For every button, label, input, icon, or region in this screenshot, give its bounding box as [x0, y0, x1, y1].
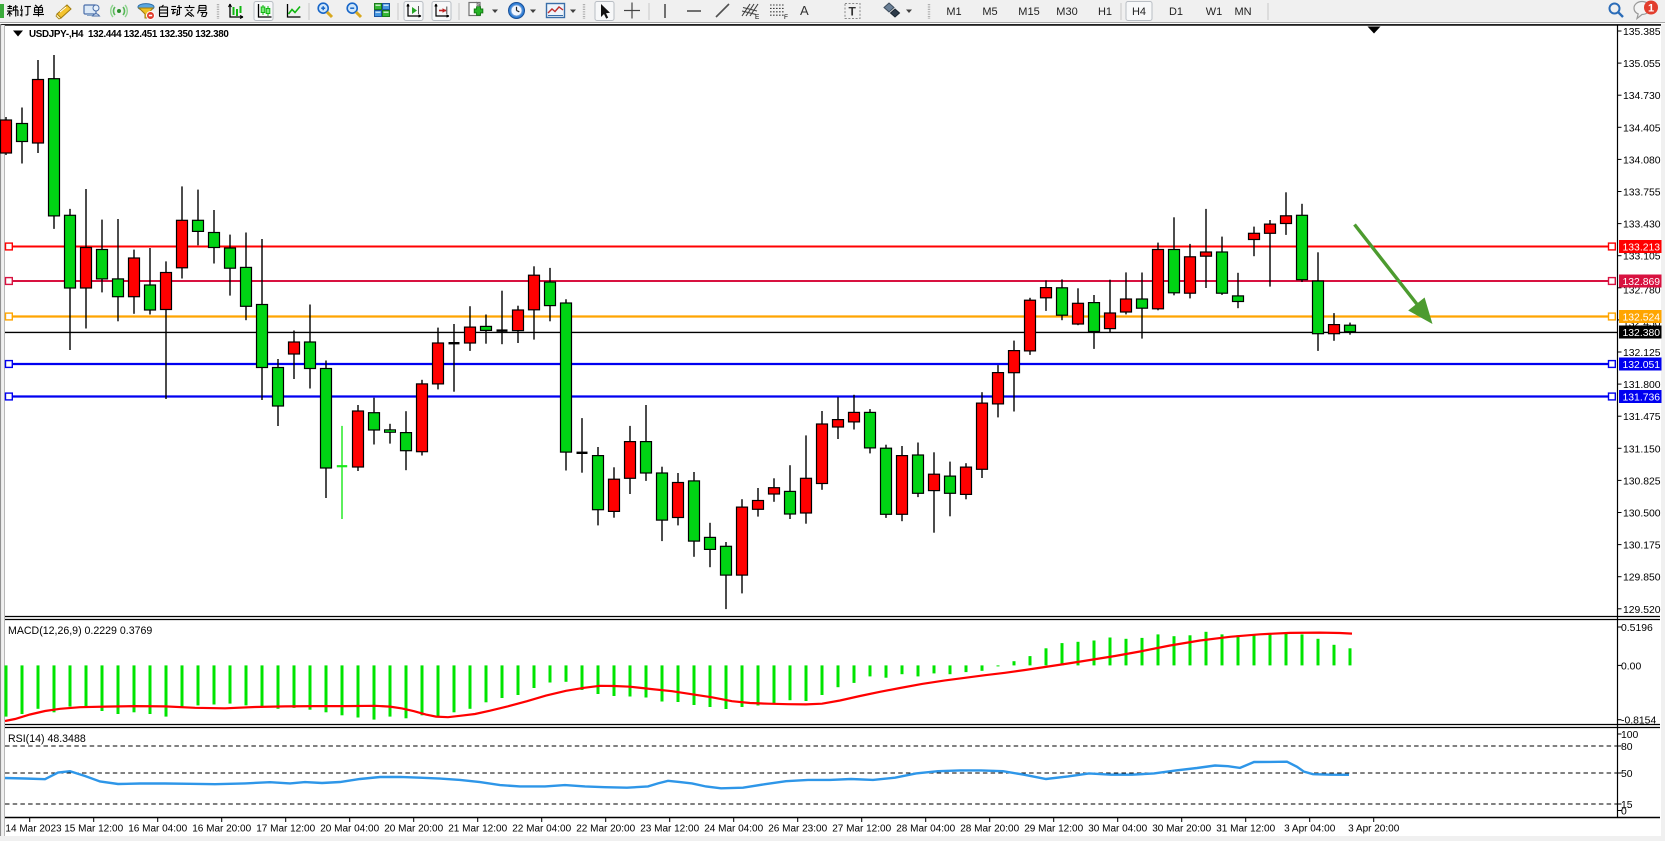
- svg-text:15 Mar 12:00: 15 Mar 12:00: [64, 824, 123, 835]
- svg-text:133.755: 133.755: [1623, 188, 1661, 199]
- svg-text:0.5196: 0.5196: [1621, 623, 1653, 634]
- svg-text:80: 80: [1621, 742, 1633, 753]
- svg-text:132.380: 132.380: [1623, 328, 1661, 339]
- svg-text:135.385: 135.385: [1623, 27, 1661, 38]
- svg-text:132.125: 132.125: [1623, 348, 1661, 359]
- svg-text:28 Mar 20:00: 28 Mar 20:00: [960, 824, 1019, 835]
- svg-text:130.175: 130.175: [1623, 541, 1661, 552]
- svg-text:0.00: 0.00: [1621, 661, 1641, 672]
- svg-text:132.524: 132.524: [1623, 313, 1661, 324]
- svg-text:A: A: [800, 3, 809, 18]
- svg-text:M5: M5: [982, 6, 997, 18]
- svg-text:F: F: [784, 14, 788, 21]
- svg-text:133.430: 133.430: [1623, 220, 1661, 231]
- svg-text:0: 0: [1621, 807, 1627, 818]
- svg-text:-0.8154: -0.8154: [1621, 716, 1656, 727]
- svg-text:100: 100: [1621, 730, 1639, 741]
- svg-text:131.475: 131.475: [1623, 412, 1661, 423]
- svg-text:30 Mar 04:00: 30 Mar 04:00: [1088, 824, 1147, 835]
- svg-text:22 Mar 04:00: 22 Mar 04:00: [512, 824, 571, 835]
- svg-text:27 Mar 12:00: 27 Mar 12:00: [832, 824, 891, 835]
- svg-text:21 Mar 12:00: 21 Mar 12:00: [448, 824, 507, 835]
- svg-text:24 Mar 04:00: 24 Mar 04:00: [704, 824, 763, 835]
- svg-text:17 Mar 12:00: 17 Mar 12:00: [256, 824, 315, 835]
- svg-text:131.800: 131.800: [1623, 380, 1661, 391]
- svg-text:E: E: [755, 14, 760, 21]
- svg-text:133.213: 133.213: [1623, 243, 1661, 254]
- svg-text:M15: M15: [1018, 6, 1039, 18]
- svg-text:28 Mar 04:00: 28 Mar 04:00: [896, 824, 955, 835]
- svg-text:129.850: 129.850: [1623, 573, 1661, 584]
- svg-text:T: T: [849, 5, 857, 19]
- svg-text:131.736: 131.736: [1623, 393, 1661, 404]
- svg-text:RSI(14) 48.3488: RSI(14) 48.3488: [8, 733, 86, 745]
- svg-text:134.730: 134.730: [1623, 91, 1661, 102]
- svg-text:22 Mar 20:00: 22 Mar 20:00: [576, 824, 635, 835]
- svg-text:134.080: 134.080: [1623, 155, 1661, 166]
- svg-text:20 Mar 20:00: 20 Mar 20:00: [384, 824, 443, 835]
- svg-text:23 Mar 12:00: 23 Mar 12:00: [640, 824, 699, 835]
- svg-text:135.055: 135.055: [1623, 59, 1661, 70]
- svg-text:H4: H4: [1132, 6, 1146, 18]
- svg-text:30 Mar 20:00: 30 Mar 20:00: [1152, 824, 1211, 835]
- svg-text:14 Mar 2023: 14 Mar 2023: [5, 824, 62, 835]
- svg-text:16 Mar 20:00: 16 Mar 20:00: [192, 824, 251, 835]
- svg-text:H1: H1: [1098, 6, 1112, 18]
- svg-text:26 Mar 23:00: 26 Mar 23:00: [768, 824, 827, 835]
- svg-text:132.051: 132.051: [1623, 360, 1661, 371]
- svg-text:50: 50: [1621, 769, 1633, 780]
- svg-text:130.500: 130.500: [1623, 509, 1661, 520]
- svg-text:M1: M1: [946, 6, 961, 18]
- svg-text:129.520: 129.520: [1623, 605, 1661, 616]
- svg-text:MACD(12,26,9) 0.2229 0.3769: MACD(12,26,9) 0.2229 0.3769: [8, 625, 152, 637]
- svg-text:3 Apr 04:00: 3 Apr 04:00: [1284, 824, 1336, 835]
- svg-text:USDJPY-,H4 132.444 132.451 13: USDJPY-,H4 132.444 132.451 132.350 132.3…: [29, 29, 229, 40]
- svg-text:3 Apr 20:00: 3 Apr 20:00: [1348, 824, 1400, 835]
- svg-text:1: 1: [1648, 3, 1654, 15]
- svg-text:29 Mar 12:00: 29 Mar 12:00: [1024, 824, 1083, 835]
- svg-text:132.869: 132.869: [1623, 277, 1661, 288]
- svg-text:MN: MN: [1234, 6, 1251, 18]
- svg-text:M30: M30: [1056, 6, 1077, 18]
- svg-text:130.825: 130.825: [1623, 476, 1661, 487]
- svg-text:134.405: 134.405: [1623, 123, 1661, 134]
- svg-text:16 Mar 04:00: 16 Mar 04:00: [128, 824, 187, 835]
- svg-text:W1: W1: [1206, 6, 1223, 18]
- svg-text:D1: D1: [1169, 6, 1183, 18]
- svg-text:131.150: 131.150: [1623, 444, 1661, 455]
- svg-text:31 Mar 12:00: 31 Mar 12:00: [1216, 824, 1275, 835]
- svg-text:20 Mar 04:00: 20 Mar 04:00: [320, 824, 379, 835]
